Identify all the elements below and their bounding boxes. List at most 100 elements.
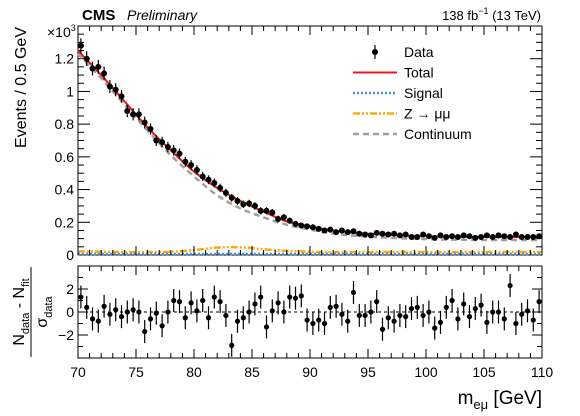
pull-point <box>362 312 368 319</box>
pull-point <box>316 317 322 323</box>
data-point <box>443 234 450 241</box>
data-point <box>217 184 224 191</box>
pull-point <box>310 320 316 327</box>
data-point <box>321 227 328 234</box>
data-point <box>425 233 432 240</box>
data-point <box>135 111 142 118</box>
x-tick-label: 70 <box>70 364 86 380</box>
pull-point <box>136 309 142 315</box>
curve-total <box>77 49 543 239</box>
pull-point <box>205 315 212 321</box>
pull-point <box>513 320 519 327</box>
cms-label: CMS <box>82 7 115 24</box>
data-point <box>507 234 514 241</box>
lumi-value: 138 fb <box>442 8 478 23</box>
x-tick-label: 105 <box>472 364 496 380</box>
data-point <box>338 227 345 234</box>
pull-point <box>124 309 130 315</box>
pull-point <box>118 314 125 320</box>
x-tick-label: 85 <box>244 364 260 380</box>
data-point <box>176 150 183 157</box>
data-point <box>147 126 154 133</box>
pull-point <box>466 314 473 320</box>
pull-point <box>147 316 154 322</box>
data-point <box>77 42 84 49</box>
data-point <box>478 234 485 241</box>
luminosity-label: 138 fb−1 (13 TeV) <box>442 6 541 23</box>
pull-numerator: Ndata - Nfit <box>11 278 32 345</box>
pull-point <box>263 324 270 330</box>
data-point <box>350 228 357 235</box>
pull-point <box>153 310 159 316</box>
y-tick-label: 1.2 <box>55 51 75 67</box>
data-point <box>193 166 200 173</box>
data-point <box>524 234 531 241</box>
pull-point <box>188 300 194 306</box>
data-point <box>118 93 125 100</box>
y-tick-label: 0 <box>66 247 74 263</box>
x-axis-m: m <box>458 388 474 409</box>
legend-label: Continuum <box>404 126 472 142</box>
pull-point <box>142 328 148 335</box>
data-point <box>420 231 427 238</box>
data-point <box>95 63 102 70</box>
pull-point <box>339 311 345 317</box>
data-point <box>501 233 508 240</box>
pull-point <box>414 304 420 310</box>
data-point <box>309 224 316 231</box>
x-tick-label: 75 <box>128 364 144 380</box>
data-point <box>518 234 525 241</box>
pull-point <box>374 299 380 305</box>
pull-point <box>292 295 299 301</box>
x-axis-title: meμ [GeV] <box>458 388 542 412</box>
x-tick-label: 80 <box>186 364 202 380</box>
pull-point <box>304 317 310 323</box>
data-point <box>512 231 519 238</box>
data-point <box>292 220 299 227</box>
pull-point <box>519 311 525 317</box>
pull-point <box>84 304 90 310</box>
pull-point <box>165 309 171 315</box>
data-point <box>396 232 403 239</box>
main-y-axis-title: Events / 0.5 GeV <box>13 27 30 148</box>
data-point <box>385 231 392 238</box>
pull-point <box>420 312 426 319</box>
y-tick-label: 0.4 <box>55 182 75 198</box>
pull-point <box>350 289 357 296</box>
data-point <box>188 162 195 169</box>
data-point <box>454 234 461 241</box>
preliminary-label: Preliminary <box>127 7 198 23</box>
denominator-data-sub: data <box>43 295 55 317</box>
pull-point <box>176 299 183 305</box>
pull-point <box>478 302 484 308</box>
data-point <box>130 111 137 118</box>
pull-point <box>327 304 333 310</box>
data-point <box>83 55 90 62</box>
y-tick-label: 0.2 <box>55 214 75 230</box>
data-point <box>159 139 166 146</box>
data-point <box>489 234 496 241</box>
data-point <box>304 223 311 230</box>
pull-point <box>194 308 200 314</box>
pull-point <box>269 308 275 314</box>
numerator-n-fit: - N <box>11 287 28 313</box>
pull-point <box>101 303 107 309</box>
data-point <box>379 230 386 237</box>
data-point <box>460 232 467 239</box>
data-point <box>373 229 380 236</box>
x-tick-label: 90 <box>302 364 318 380</box>
data-point <box>170 147 177 154</box>
pull-point <box>368 309 374 315</box>
pull-point <box>234 318 241 324</box>
pull-point <box>472 305 478 312</box>
pull-point <box>321 320 328 327</box>
pull-point <box>130 307 136 313</box>
fit-curves <box>77 49 543 256</box>
data-point <box>182 158 189 165</box>
x-tick-label: 100 <box>414 364 438 380</box>
data-point <box>391 230 398 237</box>
pull-point <box>95 318 101 324</box>
data-point <box>536 233 543 240</box>
pull-point <box>113 307 119 313</box>
pull-point <box>211 294 217 300</box>
